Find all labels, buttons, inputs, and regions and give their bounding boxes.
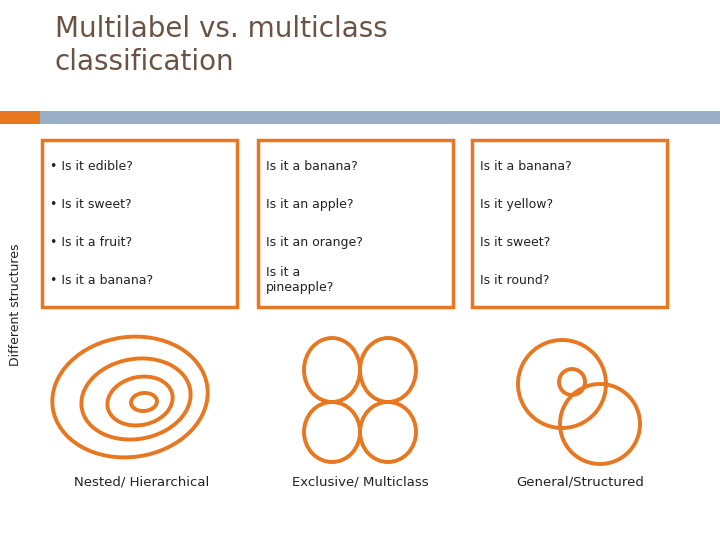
Text: Multilabel vs. multiclass: Multilabel vs. multiclass — [55, 15, 388, 43]
Text: classification: classification — [55, 48, 235, 76]
Text: Nested/ Hierarchical: Nested/ Hierarchical — [74, 476, 210, 489]
Text: • Is it a banana?: • Is it a banana? — [50, 274, 153, 287]
Text: Exclusive/ Multiclass: Exclusive/ Multiclass — [292, 476, 428, 489]
FancyBboxPatch shape — [472, 140, 667, 307]
FancyBboxPatch shape — [42, 140, 237, 307]
Text: Is it a
pineapple?: Is it a pineapple? — [266, 266, 334, 294]
Text: Is it sweet?: Is it sweet? — [480, 236, 550, 249]
Text: Is it a banana?: Is it a banana? — [480, 160, 572, 173]
Text: • Is it sweet?: • Is it sweet? — [50, 198, 132, 211]
Text: • Is it edible?: • Is it edible? — [50, 160, 133, 173]
FancyBboxPatch shape — [0, 111, 40, 124]
Text: Is it an orange?: Is it an orange? — [266, 236, 363, 249]
Text: Is it yellow?: Is it yellow? — [480, 198, 553, 211]
Text: Is it an apple?: Is it an apple? — [266, 198, 354, 211]
Text: General/Structured: General/Structured — [516, 476, 644, 489]
FancyBboxPatch shape — [0, 111, 720, 124]
Text: Different structures: Different structures — [9, 244, 22, 366]
Text: • Is it a fruit?: • Is it a fruit? — [50, 236, 132, 249]
Text: Is it round?: Is it round? — [480, 274, 549, 287]
Text: Is it a banana?: Is it a banana? — [266, 160, 358, 173]
FancyBboxPatch shape — [258, 140, 453, 307]
